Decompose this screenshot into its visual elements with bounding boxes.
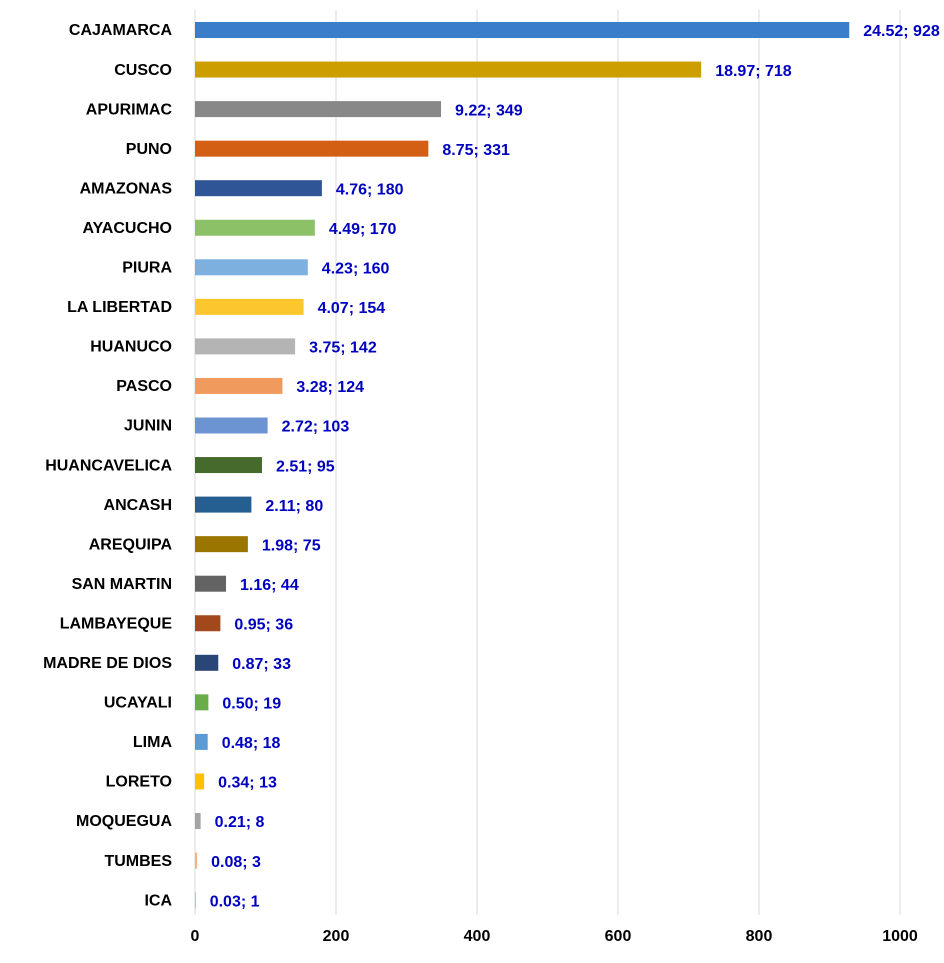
data-label: 2.51; 95 (276, 458, 335, 475)
y-tick-label: PIURA (122, 260, 172, 277)
data-label: 0.34; 13 (218, 775, 277, 792)
data-label: 9.22; 349 (455, 102, 523, 119)
y-tick-label: AMAZONAS (80, 180, 173, 197)
y-tick-label: PASCO (116, 378, 172, 395)
bar (195, 733, 208, 750)
data-label: 1.16; 44 (240, 577, 299, 594)
x-tick-label: 1000 (882, 928, 918, 945)
bar (195, 654, 219, 671)
bar (195, 22, 850, 38)
y-tick-label: CUSCO (114, 62, 172, 79)
y-tick-label: AYACUCHO (82, 220, 172, 237)
y-tick-label: LORETO (106, 774, 172, 791)
y-tick-label: PUNO (126, 141, 172, 158)
y-tick-label: MADRE DE DIOS (43, 655, 172, 672)
bar (195, 219, 315, 236)
data-label: 0.03; 1 (210, 893, 260, 910)
y-tick-label: HUANCAVELICA (45, 457, 172, 474)
data-label: 4.76; 180 (336, 181, 404, 198)
y-tick-label: CAJAMARCA (69, 22, 173, 39)
bar (195, 417, 268, 434)
y-tick-label: TUMBES (104, 853, 172, 870)
data-label: 0.50; 19 (222, 696, 281, 713)
y-tick-label: MOQUEGUA (76, 813, 172, 830)
bar (195, 377, 283, 394)
bar (195, 496, 252, 513)
bar (195, 694, 209, 711)
bar (195, 101, 442, 118)
bar (195, 140, 429, 157)
x-tick-label: 0 (191, 928, 200, 945)
data-label: 1.98; 75 (262, 537, 321, 554)
bar (195, 338, 296, 355)
bar (195, 536, 248, 553)
y-tick-label: LAMBAYEQUE (60, 615, 173, 632)
data-label: 3.28; 124 (296, 379, 364, 396)
data-label: 0.87; 33 (232, 656, 291, 673)
data-label: 2.11; 80 (265, 498, 323, 515)
y-tick-label: APURIMAC (86, 101, 173, 118)
bar (195, 180, 322, 197)
data-label: 4.07; 154 (318, 300, 386, 317)
bar (195, 615, 221, 632)
bar (195, 813, 201, 829)
data-label: 0.08; 3 (211, 854, 261, 871)
y-tick-label: UCAYALI (104, 695, 172, 712)
y-tick-label: LA LIBERTAD (67, 299, 172, 316)
bar (195, 61, 702, 78)
data-label: 24.52; 928 (863, 23, 940, 40)
data-label: 8.75; 331 (442, 142, 510, 159)
x-tick-label: 800 (746, 928, 773, 945)
data-label: 18.97; 718 (715, 63, 792, 80)
bar (195, 457, 262, 474)
y-tick-label: HUANUCO (90, 339, 172, 356)
x-tick-label: 200 (323, 928, 350, 945)
y-tick-label: LIMA (133, 734, 173, 751)
data-label: 4.23; 160 (322, 261, 390, 278)
x-tick-label: 400 (464, 928, 491, 945)
y-tick-label: ICA (144, 892, 172, 909)
y-tick-label: ANCASH (104, 497, 172, 514)
bar (195, 773, 205, 790)
x-tick-label: 600 (605, 928, 632, 945)
y-tick-label: SAN MARTIN (72, 576, 172, 593)
bar (195, 892, 196, 909)
y-tick-label: JUNIN (124, 418, 172, 435)
data-label: 0.21; 8 (215, 814, 265, 831)
bar (195, 575, 227, 592)
data-label: 0.95; 36 (234, 616, 293, 633)
bar (195, 259, 308, 276)
data-label: 4.49; 170 (329, 221, 397, 238)
y-tick-label: AREQUIPA (89, 536, 173, 553)
bar (195, 298, 304, 315)
data-label: 0.48; 18 (222, 735, 281, 752)
bar (195, 852, 198, 869)
data-label: 2.72; 103 (282, 419, 350, 436)
data-label: 3.75; 142 (309, 340, 377, 357)
